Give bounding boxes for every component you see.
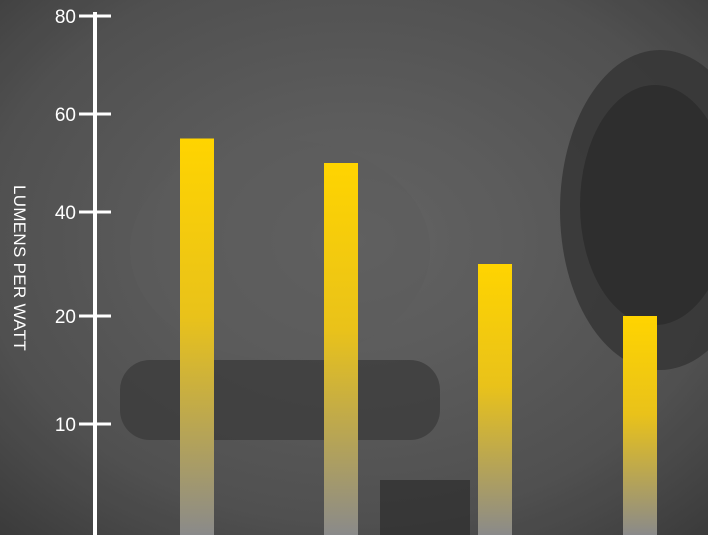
meter-dial-inner <box>580 85 708 325</box>
y-axis-title: LUMENS PER WATT <box>10 185 29 351</box>
meter-box-shape <box>380 480 470 535</box>
bar <box>180 138 214 535</box>
y-tick-label: 60 <box>55 105 76 126</box>
y-tick-label: 40 <box>55 203 76 224</box>
y-tick-label: 80 <box>55 7 76 28</box>
bar <box>623 316 657 535</box>
bars-group <box>180 138 657 535</box>
y-axis: 80 60 40 20 10 <box>55 7 111 535</box>
y-tick-label: 20 <box>55 307 76 328</box>
bar <box>478 264 512 535</box>
y-tick-label: 10 <box>55 415 76 436</box>
bar <box>324 163 358 535</box>
